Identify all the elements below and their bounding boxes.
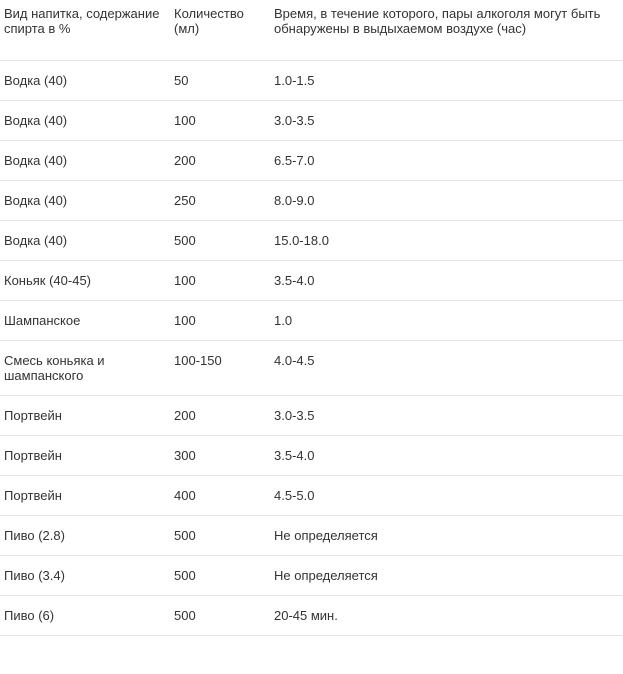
cell-time: 3.0-3.5: [270, 101, 623, 141]
table-row: Портвейн 300 3.5-4.0: [0, 436, 623, 476]
cell-amount: 100-150: [170, 341, 270, 396]
table-row: Шампанское 100 1.0: [0, 301, 623, 341]
table-row: Портвейн 200 3.0-3.5: [0, 396, 623, 436]
cell-amount: 100: [170, 101, 270, 141]
cell-drink: Водка (40): [0, 61, 170, 101]
cell-amount: 500: [170, 221, 270, 261]
table-row: Водка (40) 200 6.5-7.0: [0, 141, 623, 181]
cell-drink: Портвейн: [0, 476, 170, 516]
alcohol-detection-table: Вид напитка, содержание спирта в % Колич…: [0, 0, 623, 636]
table-header-row: Вид напитка, содержание спирта в % Колич…: [0, 0, 623, 61]
cell-time: 20-45 мин.: [270, 596, 623, 636]
cell-time: 4.0-4.5: [270, 341, 623, 396]
table-row: Водка (40) 500 15.0-18.0: [0, 221, 623, 261]
cell-time: 3.5-4.0: [270, 436, 623, 476]
cell-drink: Пиво (2.8): [0, 516, 170, 556]
cell-amount: 400: [170, 476, 270, 516]
cell-amount: 500: [170, 516, 270, 556]
cell-amount: 200: [170, 396, 270, 436]
cell-drink: Смесь коньяка и шампанского: [0, 341, 170, 396]
cell-amount: 50: [170, 61, 270, 101]
table-row: Водка (40) 250 8.0-9.0: [0, 181, 623, 221]
table-row: Пиво (3.4) 500 Не определяется: [0, 556, 623, 596]
cell-amount: 200: [170, 141, 270, 181]
table-row: Смесь коньяка и шампанского 100-150 4.0-…: [0, 341, 623, 396]
table-row: Водка (40) 100 3.0-3.5: [0, 101, 623, 141]
cell-drink: Водка (40): [0, 221, 170, 261]
cell-amount: 100: [170, 301, 270, 341]
cell-amount: 100: [170, 261, 270, 301]
cell-time: 8.0-9.0: [270, 181, 623, 221]
cell-time: 15.0-18.0: [270, 221, 623, 261]
table-row: Коньяк (40-45) 100 3.5-4.0: [0, 261, 623, 301]
column-header-amount: Количество (мл): [170, 0, 270, 61]
cell-amount: 500: [170, 556, 270, 596]
cell-time: 6.5-7.0: [270, 141, 623, 181]
cell-time: 4.5-5.0: [270, 476, 623, 516]
cell-drink: Водка (40): [0, 141, 170, 181]
table-row: Портвейн 400 4.5-5.0: [0, 476, 623, 516]
cell-time: 3.0-3.5: [270, 396, 623, 436]
cell-amount: 500: [170, 596, 270, 636]
cell-drink: Портвейн: [0, 436, 170, 476]
cell-time: 3.5-4.0: [270, 261, 623, 301]
cell-drink: Портвейн: [0, 396, 170, 436]
cell-drink: Коньяк (40-45): [0, 261, 170, 301]
column-header-drink: Вид напитка, содержание спирта в %: [0, 0, 170, 61]
table-row: Пиво (6) 500 20-45 мин.: [0, 596, 623, 636]
table-row: Пиво (2.8) 500 Не определяется: [0, 516, 623, 556]
cell-drink: Шампанское: [0, 301, 170, 341]
cell-time: Не определяется: [270, 516, 623, 556]
cell-amount: 250: [170, 181, 270, 221]
cell-time: 1.0-1.5: [270, 61, 623, 101]
cell-time: Не определяется: [270, 556, 623, 596]
cell-drink: Водка (40): [0, 101, 170, 141]
cell-drink: Пиво (6): [0, 596, 170, 636]
cell-time: 1.0: [270, 301, 623, 341]
table-row: Водка (40) 50 1.0-1.5: [0, 61, 623, 101]
cell-drink: Водка (40): [0, 181, 170, 221]
cell-amount: 300: [170, 436, 270, 476]
cell-drink: Пиво (3.4): [0, 556, 170, 596]
column-header-time: Время, в течение которого, пары алкоголя…: [270, 0, 623, 61]
